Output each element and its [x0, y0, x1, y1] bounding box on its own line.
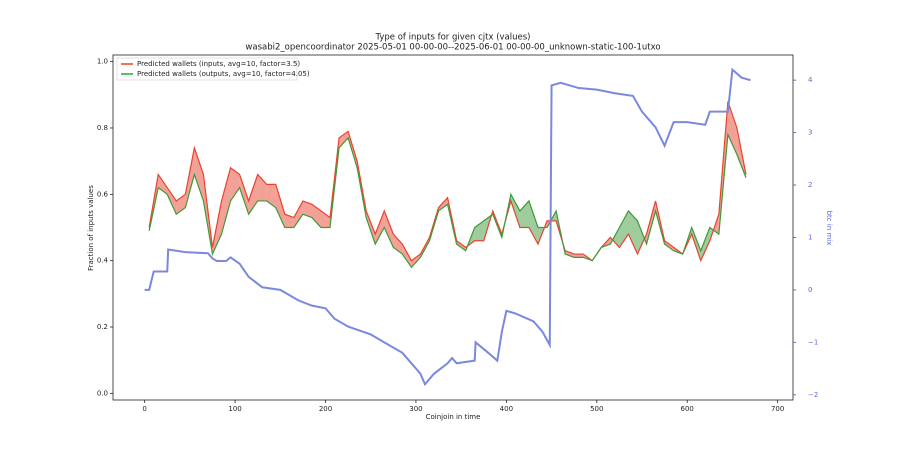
- fill-between: [474, 220, 484, 241]
- fill-between: [519, 200, 529, 228]
- y2-tick-label: 4: [808, 76, 813, 84]
- x-tick-label: 100: [228, 405, 241, 413]
- fill-between: [257, 174, 267, 201]
- fill-between: [167, 187, 177, 215]
- y2-axis-label: btc in mix: [825, 211, 833, 246]
- x-tick-label: 400: [500, 405, 513, 413]
- series-line: [148, 101, 747, 263]
- fill-between: [664, 240, 674, 251]
- fill-between: [293, 200, 303, 228]
- plot-area: [144, 67, 751, 387]
- fill-between: [456, 240, 466, 251]
- y2-tick-label: −2: [808, 391, 818, 399]
- fill-between: [628, 210, 638, 255]
- fill-between: [637, 220, 645, 255]
- fill-between: [239, 174, 249, 215]
- y-tick-label: 0.4: [97, 257, 109, 265]
- x-tick-label: 700: [771, 405, 784, 413]
- fill-between: [612, 227, 620, 248]
- fill-between: [384, 210, 394, 248]
- fill-between: [646, 200, 656, 245]
- fill-between: [565, 250, 575, 258]
- legend-box: [116, 57, 298, 81]
- y2-tick-label: 0: [808, 286, 812, 294]
- y-tick-label: 0.8: [97, 124, 108, 132]
- fill-between: [230, 167, 240, 201]
- y-tick-label: 0.6: [97, 190, 109, 198]
- fill-between: [375, 210, 385, 245]
- fill-between: [266, 184, 276, 208]
- chart-title: Type of inputs for given cjtx (values): [375, 33, 531, 43]
- y2-tick-label: 3: [808, 129, 812, 137]
- legend-label: Predicted wallets (outputs, avg=10, fact…: [137, 70, 310, 78]
- btc-line: [144, 67, 751, 387]
- fill-between: [574, 254, 584, 258]
- x-tick-label: 200: [319, 405, 332, 413]
- fill-between: [727, 101, 737, 155]
- x-tick-label: 300: [409, 405, 422, 413]
- y2-tick-label: −1: [808, 338, 818, 346]
- fill-between: [302, 200, 312, 218]
- fill-between: [339, 131, 349, 148]
- fill-between: [619, 210, 629, 248]
- x-tick-label: 0: [142, 405, 146, 413]
- y-tick-label: 1.0: [97, 58, 108, 66]
- fill-between: [275, 184, 285, 228]
- x-tick-label: 500: [590, 405, 603, 413]
- y-tick-label: 0.2: [97, 323, 108, 331]
- axes-frame: [112, 54, 794, 401]
- legend-label: Predicted wallets (inputs, avg=10, facto…: [137, 60, 300, 68]
- y2-tick-label: 1: [808, 233, 812, 241]
- chart-subtitle: wasabi2_opencoordinator 2025-05-01 00-00…: [245, 43, 660, 53]
- legend: Predicted wallets (inputs, avg=10, facto…: [116, 57, 310, 81]
- fill-between: [194, 147, 204, 201]
- y-tick-label: 0.0: [97, 389, 108, 397]
- fill-between: [320, 210, 331, 228]
- x-axis-label: Coinjoin in time: [426, 413, 481, 421]
- y2-tick-label: 2: [808, 181, 812, 189]
- fill-between: [700, 227, 710, 261]
- fill-between: [402, 244, 412, 268]
- series-line: [148, 132, 747, 269]
- fill-between: [311, 204, 321, 228]
- fill-between: [284, 214, 294, 228]
- x-tick-label: 600: [681, 405, 694, 413]
- fill-between: [185, 147, 195, 208]
- y-axis-label: Fraction of inputs values: [87, 185, 95, 271]
- fill-between: [393, 234, 403, 255]
- fill-between: [221, 167, 231, 235]
- fill-between: [248, 174, 258, 215]
- fill-between: [528, 200, 538, 245]
